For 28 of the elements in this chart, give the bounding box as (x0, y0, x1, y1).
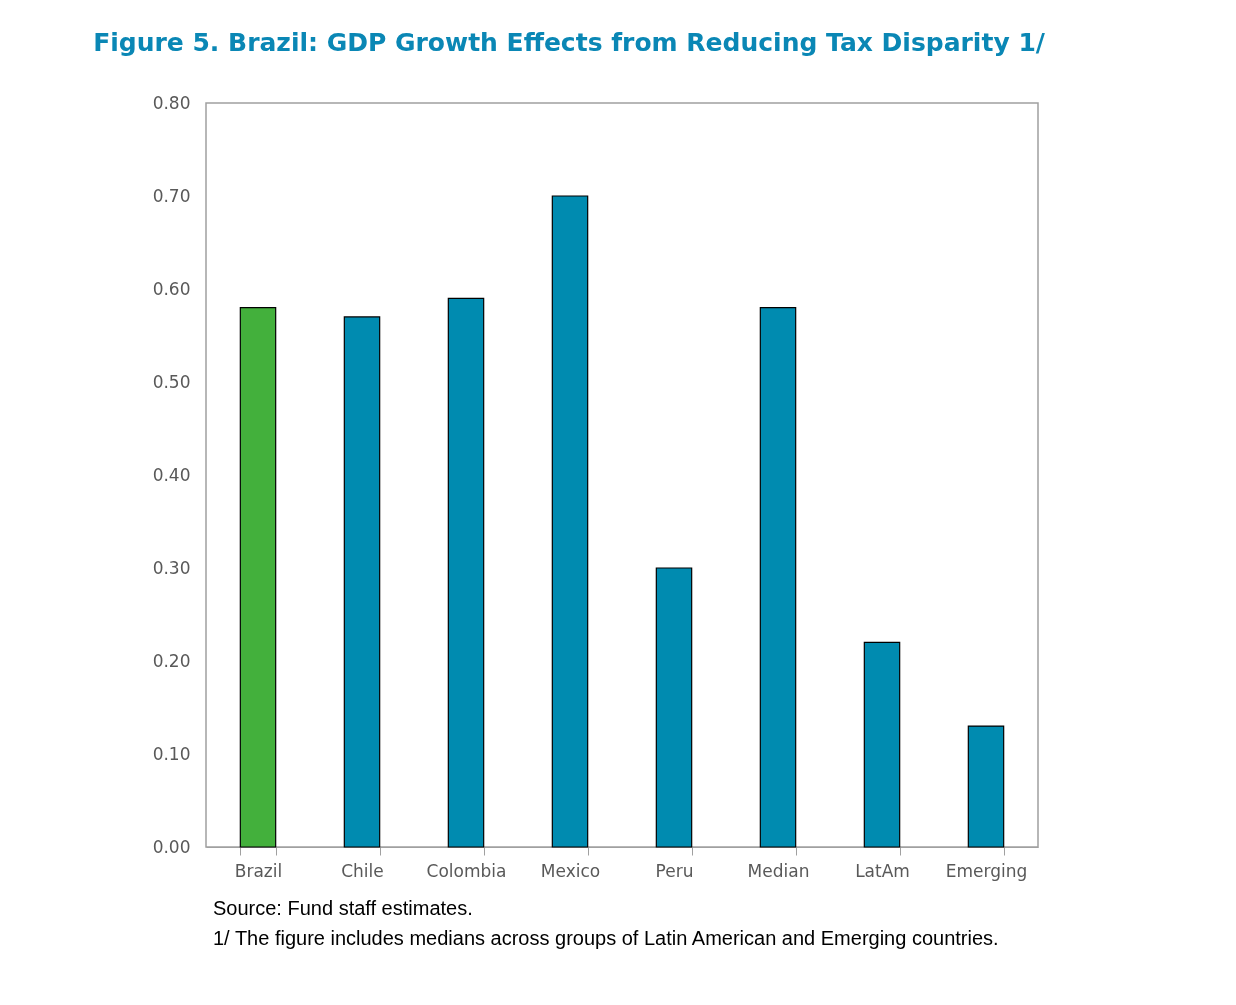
source-note: Source: Fund staff estimates. (213, 896, 474, 921)
y-tick-label: 0.50 (152, 371, 191, 392)
x-tick-label: Brazil (234, 860, 283, 881)
x-tick-label: Peru (655, 860, 694, 881)
x-tick-label: Mexico (540, 860, 601, 881)
chart-title: Figure 5. Brazil: GDP Growth Effects from Reducing Tax Disparity 1/ (93, 28, 1046, 57)
bar (239, 307, 277, 848)
bar (759, 307, 797, 848)
x-tick-label: Chile (341, 860, 384, 881)
y-tick-label: 0.80 (152, 92, 191, 113)
x-tick-label: Emerging (945, 860, 1028, 881)
x-tick-label: LatAm (855, 860, 910, 881)
y-tick-label: 0.20 (152, 650, 191, 671)
x-tick-label: Colombia (426, 860, 507, 881)
bar (863, 641, 901, 848)
text: 1/ The figure includes medians across groups of Latin American and Emerging countries. (213, 926, 1000, 951)
bar (447, 297, 485, 848)
y-tick-label: 0.60 (152, 278, 191, 299)
x-tick-label: Median (747, 860, 810, 881)
bar (655, 567, 693, 848)
bar (343, 316, 381, 848)
y-tick-label: 0.30 (152, 557, 191, 578)
y-tick-label: 0.40 (152, 464, 191, 485)
bar (967, 725, 1005, 848)
y-tick-label: 0.70 (152, 185, 191, 206)
y-tick-label: 0.10 (152, 743, 191, 764)
bar (551, 195, 589, 848)
y-tick-label: 0.00 (152, 836, 191, 857)
